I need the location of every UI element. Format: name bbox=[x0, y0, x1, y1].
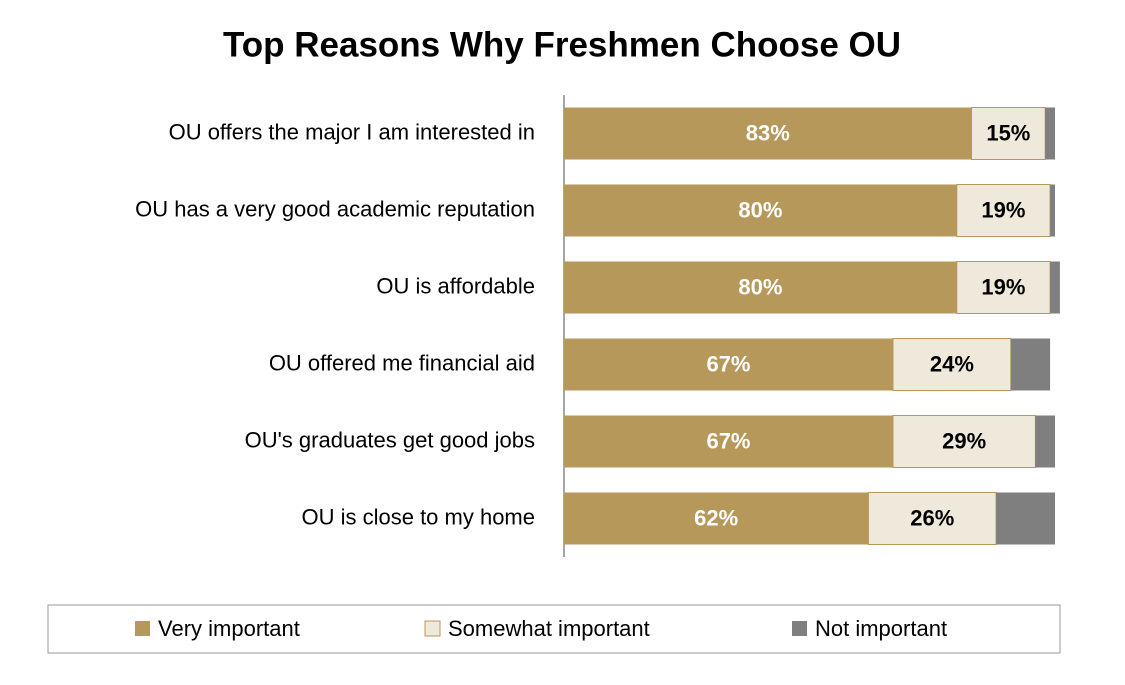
bar-segment bbox=[1050, 184, 1055, 237]
bar-segment bbox=[892, 415, 1036, 468]
bar-segment bbox=[1035, 415, 1055, 468]
legend-marker bbox=[424, 620, 441, 637]
bar-segment bbox=[564, 107, 972, 160]
value-label: 29% bbox=[942, 428, 986, 453]
bar-segment bbox=[956, 184, 1051, 237]
category-label: OU offered me financial aid bbox=[269, 350, 535, 375]
bar-segment bbox=[564, 338, 893, 391]
value-label: 15% bbox=[986, 120, 1030, 145]
bar-segment bbox=[867, 492, 997, 545]
value-label: 67% bbox=[706, 351, 750, 376]
legend-label: Not important bbox=[815, 616, 947, 641]
category-label: OU is close to my home bbox=[301, 504, 535, 529]
value-label: 67% bbox=[706, 428, 750, 453]
value-label: 80% bbox=[738, 274, 782, 299]
bar-segment bbox=[971, 107, 1046, 160]
bar-segment bbox=[564, 184, 957, 237]
category-label: OU is affordable bbox=[376, 273, 535, 298]
chart-title: Top Reasons Why Freshmen Choose OU bbox=[223, 25, 901, 64]
bar-segment bbox=[564, 492, 869, 545]
category-label: OU's graduates get good jobs bbox=[245, 427, 535, 452]
legend-label: Somewhat important bbox=[448, 616, 650, 641]
bar-segment bbox=[1010, 338, 1051, 391]
legend-label: Very important bbox=[158, 616, 300, 641]
bar-segment bbox=[892, 338, 1012, 391]
legend-box bbox=[47, 604, 1061, 654]
legend-marker bbox=[792, 621, 807, 636]
value-label: 83% bbox=[746, 120, 790, 145]
bar-segment bbox=[956, 261, 1051, 314]
category-label: OU has a very good academic reputation bbox=[135, 196, 535, 221]
bar-segment bbox=[564, 261, 957, 314]
bar-segment bbox=[1045, 107, 1055, 160]
legend-marker bbox=[135, 621, 150, 636]
value-label: 19% bbox=[981, 197, 1025, 222]
value-label: 80% bbox=[738, 197, 782, 222]
value-label: 19% bbox=[981, 274, 1025, 299]
bar-segment bbox=[1050, 261, 1060, 314]
value-label: 26% bbox=[910, 505, 954, 530]
value-label: 62% bbox=[694, 505, 738, 530]
value-label: 24% bbox=[930, 351, 974, 376]
bar-segment bbox=[996, 492, 1055, 545]
category-label: OU offers the major I am interested in bbox=[169, 119, 535, 144]
bar-segment bbox=[564, 415, 893, 468]
